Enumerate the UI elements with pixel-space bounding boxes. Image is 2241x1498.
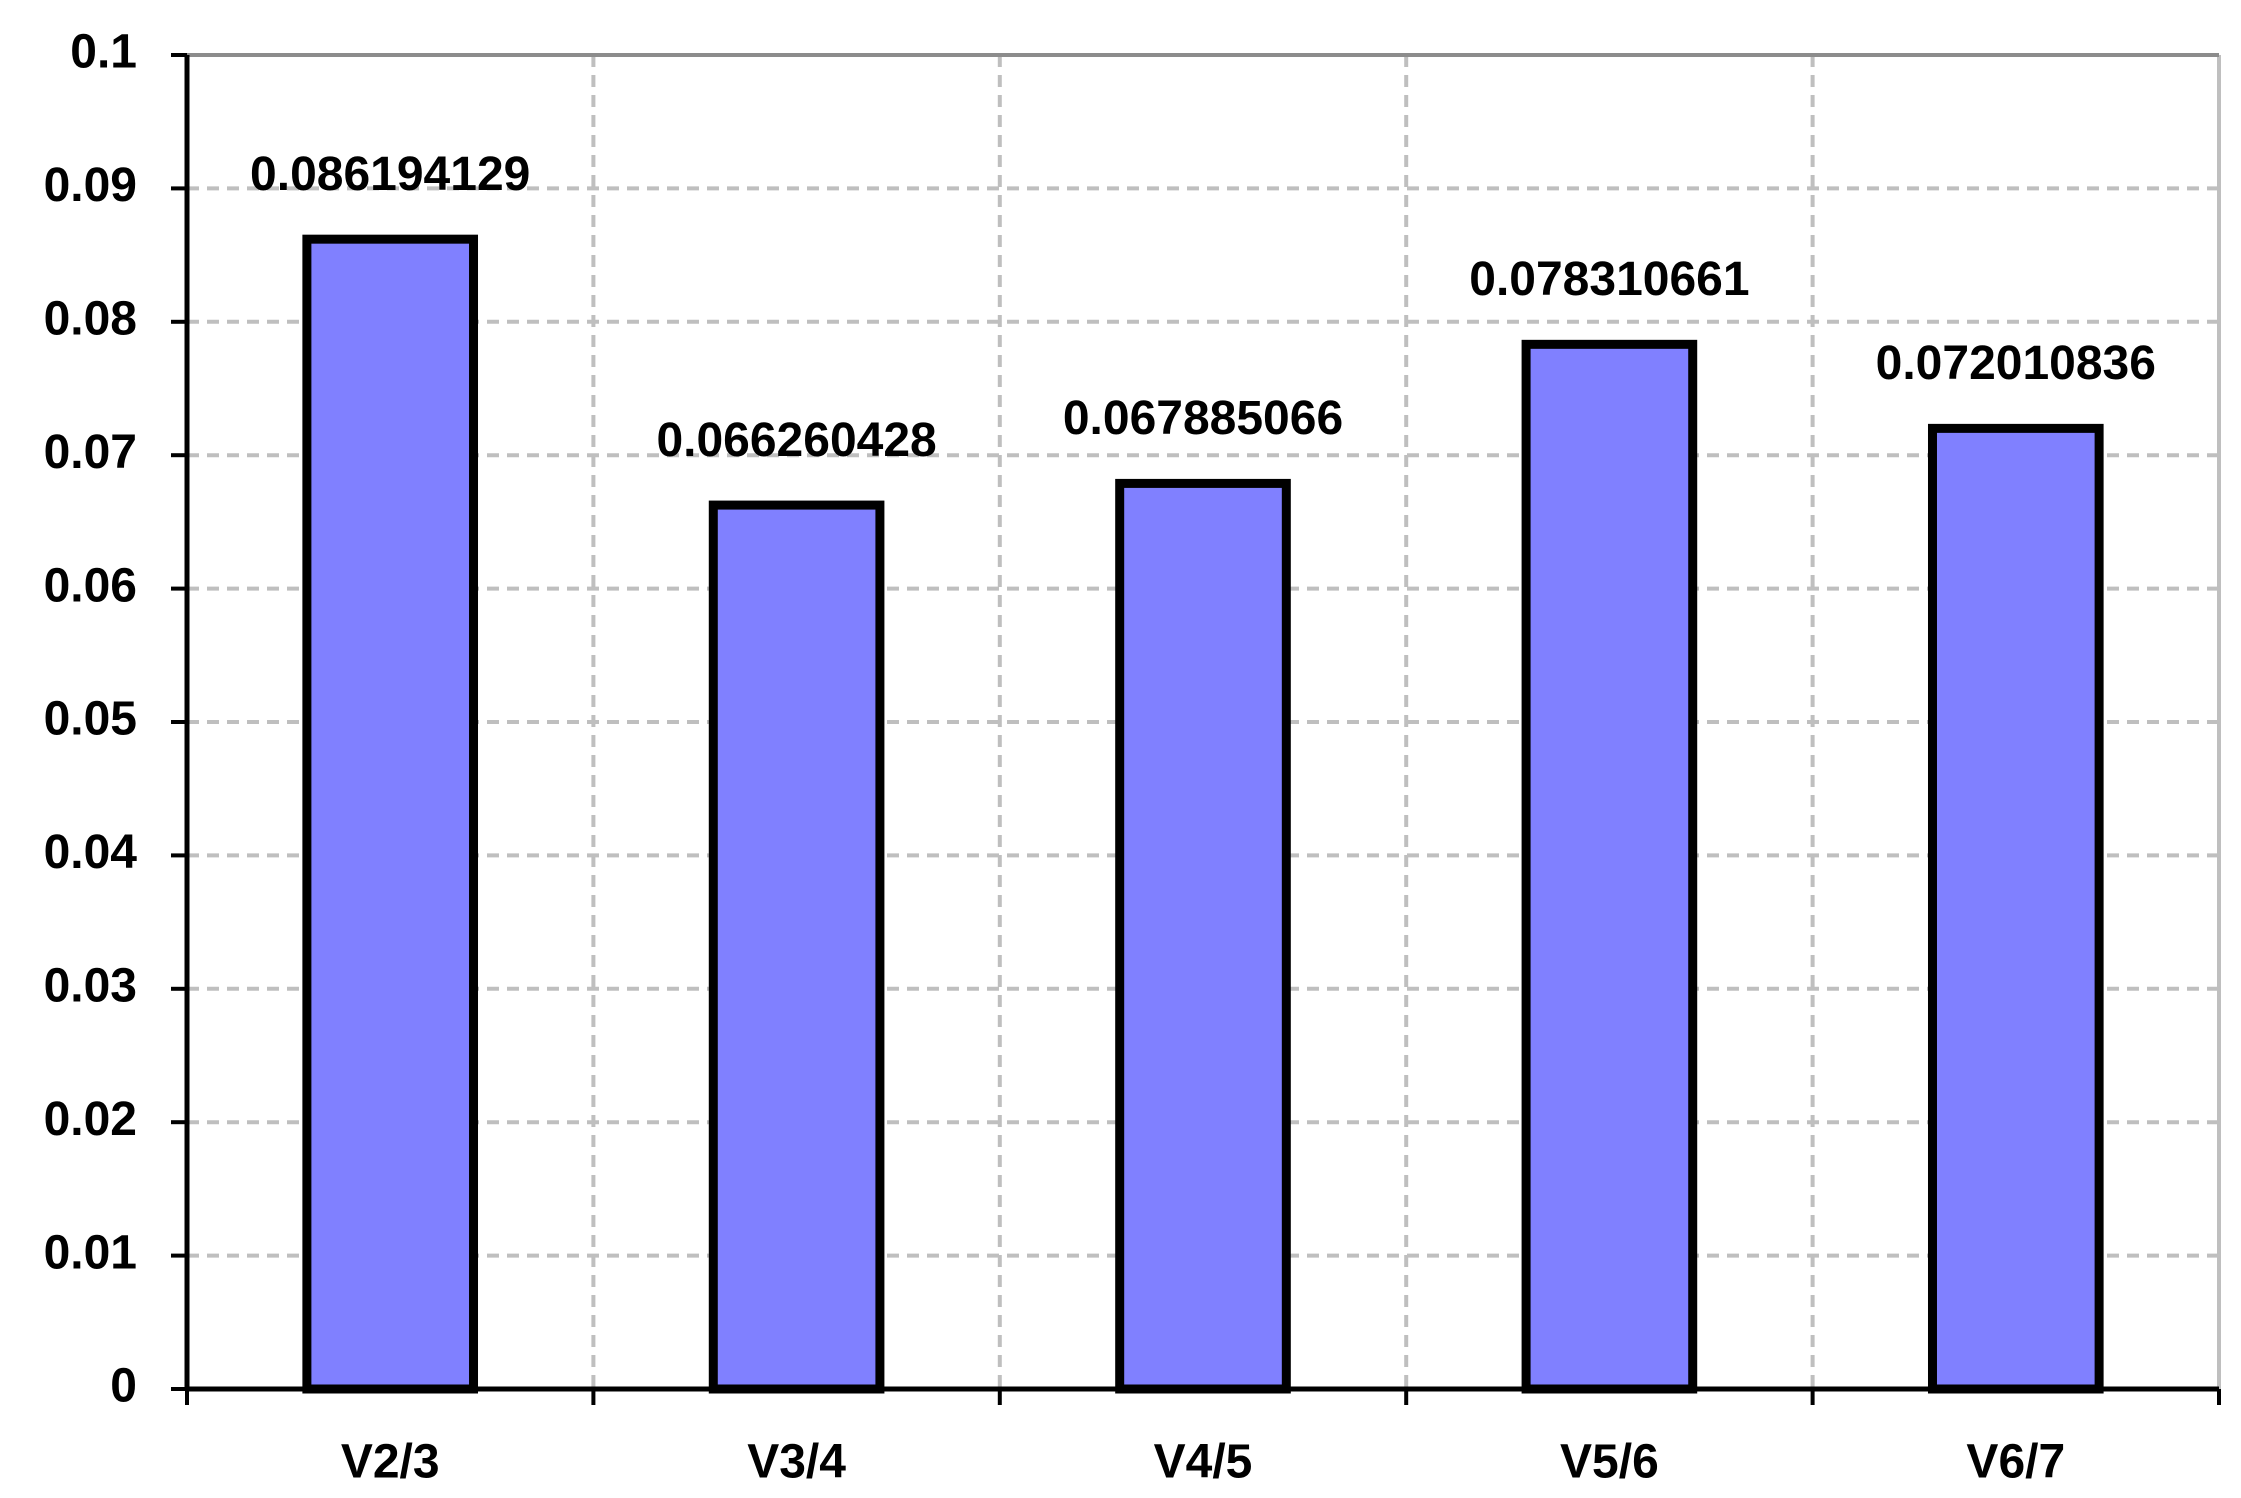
x-tick-label: V4/5 (1154, 1436, 1253, 1489)
bar (1927, 423, 2104, 1394)
y-tick-label: 0.02 (44, 1093, 137, 1146)
x-tick-label: V5/6 (1560, 1436, 1659, 1489)
y-tick-label: 0.06 (44, 559, 137, 612)
bar (1521, 339, 1698, 1394)
data-label: 0.066260428 (656, 414, 936, 467)
data-label: 0.067885066 (1063, 392, 1343, 445)
y-tick-label: 0 (110, 1360, 137, 1413)
y-tick-label: 0.09 (44, 159, 137, 212)
y-tick-label: 0.05 (44, 693, 137, 746)
y-tick-label: 0.01 (44, 1226, 137, 1279)
x-tick-label: V2/3 (341, 1436, 440, 1489)
x-tick-label: V3/4 (747, 1436, 846, 1489)
bar (302, 234, 479, 1394)
y-tick-label: 0.04 (44, 826, 138, 879)
y-tick-label: 0.03 (44, 959, 137, 1012)
x-tick-label: V6/7 (1966, 1436, 2065, 1489)
y-tick-label: 0.08 (44, 292, 137, 345)
bar (1115, 478, 1291, 1394)
data-label: 0.078310661 (1469, 253, 1749, 306)
y-tick-label: 0.1 (70, 26, 137, 79)
data-label: 0.072010836 (1876, 337, 2156, 390)
bar (708, 500, 885, 1394)
data-label: 0.086194129 (250, 148, 530, 201)
y-tick-label: 0.07 (44, 426, 137, 479)
